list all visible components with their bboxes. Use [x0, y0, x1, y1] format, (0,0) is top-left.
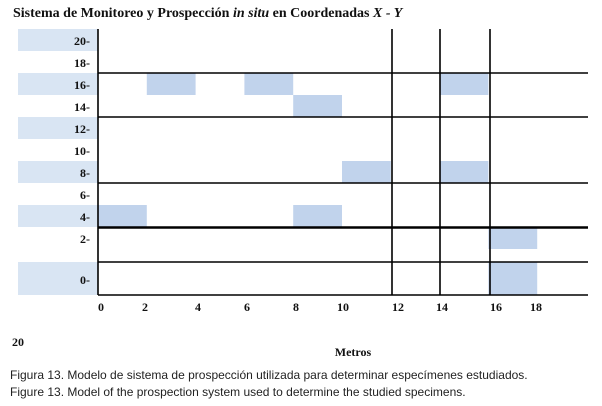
label-band-20 [18, 29, 98, 51]
highlight-cell-8 [293, 205, 342, 227]
highlight-cell-1 [146, 73, 196, 95]
x-tick-12: 12 [392, 300, 404, 314]
highlight-cell-10 [488, 262, 538, 295]
x-axis-label: Metros [335, 345, 372, 359]
y-tick-labels: 20- 18- 16- 14- 12- 10- 8- 6- 4- 2- 0- [74, 34, 90, 287]
highlight-cell-4 [293, 95, 342, 117]
label-band-4 [18, 205, 98, 227]
y-tick-12: 12- [74, 122, 90, 136]
x-tick-labels: 0 2 4 6 8 10 12 14 16 18 [98, 300, 542, 314]
label-band-8 [18, 161, 98, 183]
x-tick-18: 18 [530, 300, 542, 314]
label-band-18 [18, 51, 98, 73]
y-tick-0: 0- [80, 273, 90, 287]
title-part-1: Sistema de Monitoreo y Prospección [13, 6, 233, 21]
title-part-2: in situ [233, 6, 269, 21]
highlight-cell-6 [439, 161, 489, 183]
label-band-14 [18, 95, 98, 117]
label-band-12 [18, 117, 98, 139]
title-part-4: X - Y [372, 6, 404, 21]
x-tick-0: 0 [98, 300, 104, 314]
x-tick-10: 10 [337, 300, 349, 314]
x-tick-14: 14 [436, 300, 448, 314]
caption-spanish: Figura 13. Modelo de sistema de prospecc… [10, 368, 528, 382]
label-band-16 [18, 73, 98, 95]
x-tick-8: 8 [293, 300, 299, 314]
highlight-cell-7 [98, 205, 147, 227]
y-tick-8: 8- [80, 166, 90, 180]
highlighted-cells [98, 73, 538, 295]
highlight-cell-2 [244, 73, 294, 95]
label-band-6 [18, 183, 98, 205]
y-tick-16: 16- [74, 78, 90, 92]
grid-lines [97, 29, 588, 296]
highlight-cell-3 [439, 73, 489, 95]
highlight-cell-5 [342, 161, 391, 183]
y-tick-2: 2- [80, 232, 90, 246]
title-part-3: en Coordenadas [269, 6, 373, 21]
x-tick-2: 2 [142, 300, 148, 314]
label-band-10 [18, 139, 98, 161]
figure-title: Sistema de Monitoreo y Prospección in si… [13, 6, 404, 21]
x-tick-4: 4 [195, 300, 201, 314]
caption-english: Figure 13. Model of the prospection syst… [10, 385, 466, 399]
y-tick-6: 6- [80, 188, 90, 202]
x-tick-6: 6 [244, 300, 250, 314]
page-number: 20 [12, 335, 24, 349]
x-tick-16: 16 [490, 300, 502, 314]
label-band-0 [18, 262, 98, 295]
y-tick-14: 14- [74, 100, 90, 114]
y-tick-18: 18- [74, 56, 90, 70]
y-tick-20: 20- [74, 34, 90, 48]
y-label-bands [18, 29, 98, 295]
highlight-cell-9 [488, 227, 538, 249]
label-band-2 [18, 227, 98, 249]
y-tick-10: 10- [74, 144, 90, 158]
y-tick-4: 4- [80, 210, 90, 224]
